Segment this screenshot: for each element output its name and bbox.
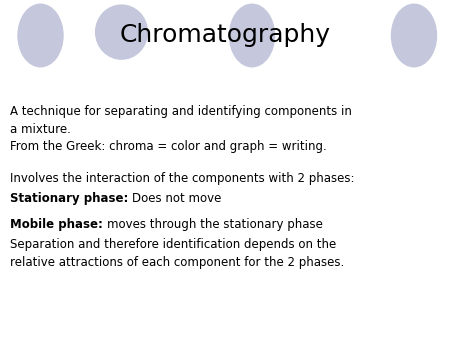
Ellipse shape (18, 4, 63, 67)
Text: Involves the interaction of the components with 2 phases:: Involves the interaction of the componen… (10, 172, 355, 185)
Text: Chromatography: Chromatography (120, 23, 330, 48)
Ellipse shape (392, 4, 436, 67)
Ellipse shape (230, 4, 274, 67)
Text: From the Greek: chroma = color and graph = writing.: From the Greek: chroma = color and graph… (10, 140, 327, 153)
Text: Does not move: Does not move (132, 192, 222, 205)
Text: moves through the stationary phase: moves through the stationary phase (107, 218, 323, 231)
Text: Stationary phase:: Stationary phase: (10, 192, 132, 205)
Ellipse shape (96, 5, 148, 59)
Text: Separation and therefore identification depends on the
relative attractions of e: Separation and therefore identification … (10, 238, 344, 269)
Text: Mobile phase:: Mobile phase: (10, 218, 107, 231)
Text: A technique for separating and identifying components in
a mixture.: A technique for separating and identifyi… (10, 105, 352, 136)
